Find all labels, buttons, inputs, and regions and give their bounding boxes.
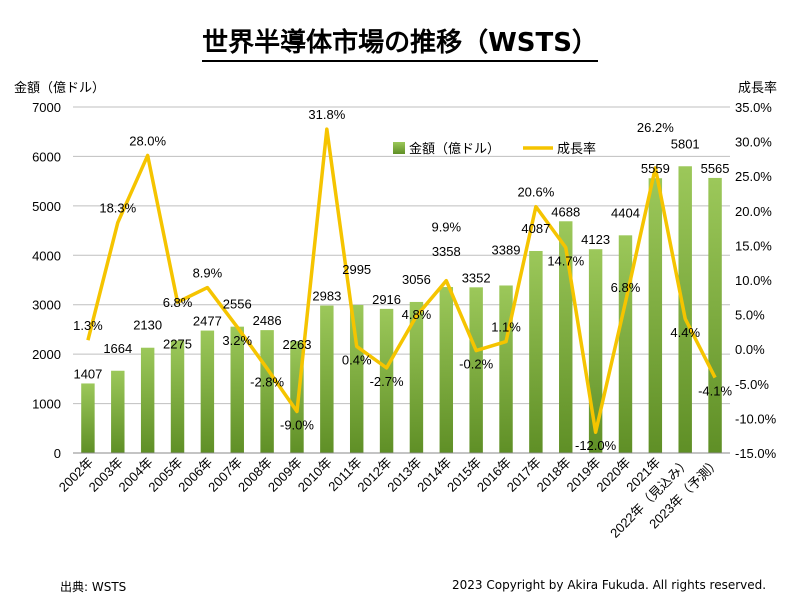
bar <box>678 166 692 453</box>
bar <box>230 326 244 453</box>
y-tick-label-left: 2000 <box>32 347 61 362</box>
line-data-label: 31.8% <box>308 107 345 122</box>
y-tick-label-right: -10.0% <box>735 411 777 426</box>
bar <box>320 305 334 453</box>
bar-data-label: 2477 <box>193 314 222 329</box>
bar <box>469 287 483 453</box>
line-data-label: 0.4% <box>342 352 372 367</box>
y-tick-label-right: 0.0% <box>735 342 765 357</box>
y-axis-label-left: 金額（億ドル） <box>14 80 105 95</box>
bar-data-label: 2916 <box>372 292 401 307</box>
line-data-label: 4.8% <box>402 307 432 322</box>
bar-data-label: 3358 <box>432 244 461 259</box>
line-data-label: 6.8% <box>611 280 641 295</box>
line-data-label: 28.0% <box>129 133 166 148</box>
bar-data-label: 3389 <box>492 242 521 257</box>
y-tick-label-right: 20.0% <box>735 204 772 219</box>
y-tick-label-right: 35.0% <box>735 100 772 115</box>
bar <box>111 370 125 453</box>
y-tick-label-right: 5.0% <box>735 308 765 323</box>
source-note: 出典: WSTS <box>60 580 127 594</box>
y-axis-label-right: 成長率 <box>738 80 777 95</box>
y-tick-label-left: 0 <box>54 446 61 461</box>
legend-swatch-bar <box>393 142 405 154</box>
bar-data-label: 5559 <box>641 161 670 176</box>
line-data-label: 9.9% <box>431 220 461 235</box>
line-data-label: -12.0% <box>575 438 617 453</box>
line-data-label: -2.8% <box>250 375 284 390</box>
line-data-label: 4.4% <box>670 325 700 340</box>
bar-data-label: 2995 <box>342 262 371 277</box>
y-tick-label-left: 5000 <box>32 199 61 214</box>
line-data-label: 1.3% <box>73 318 103 333</box>
line-data-label: 1.1% <box>491 320 521 335</box>
y-tick-label-left: 6000 <box>32 149 61 164</box>
y-tick-label-left: 1000 <box>32 397 61 412</box>
bar-data-label: 2556 <box>223 297 252 312</box>
line-data-label: 18.3% <box>99 201 136 216</box>
line-data-label: 8.9% <box>193 266 223 281</box>
line-data-label: -0.2% <box>459 357 493 372</box>
line-data-label: 14.7% <box>547 253 584 268</box>
bar-data-label: 2486 <box>253 313 282 328</box>
bar-data-label: 1407 <box>73 366 102 381</box>
bar <box>200 330 215 453</box>
line-data-label: -2.7% <box>370 374 404 389</box>
line-data-label: -9.0% <box>280 417 314 432</box>
bar-data-label: 4123 <box>581 232 610 247</box>
bar <box>648 178 663 454</box>
line-data-label: 20.6% <box>517 185 554 200</box>
y-tick-label-right: 25.0% <box>735 169 772 184</box>
growth-line <box>86 127 717 434</box>
bar-data-label: 2983 <box>312 289 341 304</box>
bar <box>349 304 364 453</box>
bar <box>708 177 722 453</box>
copyright-note: 2023 Copyright by Akira Fukuda. All righ… <box>452 578 767 592</box>
line-data-label: 6.8% <box>163 295 193 310</box>
bar <box>439 287 454 453</box>
y-tick-label-left: 3000 <box>32 298 61 313</box>
bar-data-label: 4688 <box>551 204 580 219</box>
bar <box>379 308 394 453</box>
y-tick-label-right: 30.0% <box>735 135 772 150</box>
bar-data-label: 4087 <box>521 221 550 236</box>
y-tick-label-right: 15.0% <box>735 238 772 253</box>
bar-data-label: 2275 <box>163 337 192 352</box>
bar <box>170 340 185 453</box>
bar-data-label: 2263 <box>283 337 312 352</box>
bar-data-label: 5801 <box>671 136 700 151</box>
bar-data-label: 2130 <box>133 318 162 333</box>
bar-data-label: 3352 <box>462 270 491 285</box>
line-data-label: -4.1% <box>698 384 732 399</box>
bar <box>529 250 543 453</box>
bar <box>81 383 95 453</box>
bar <box>260 330 274 453</box>
line-data-label: 26.2% <box>637 120 674 135</box>
bar <box>499 285 513 453</box>
y-tick-label-right: -15.0% <box>735 446 777 461</box>
bar-data-label: 4404 <box>611 205 640 220</box>
x-tick-label: 2010年 <box>295 455 335 495</box>
bar <box>618 235 633 453</box>
bar <box>409 301 424 453</box>
legend-label-bar: 金額（億ドル） <box>409 141 500 156</box>
bar-data-label: 3056 <box>402 272 431 287</box>
y-tick-label-left: 7000 <box>32 100 61 115</box>
y-tick-label-right: 10.0% <box>735 273 772 288</box>
y-tick-label-right: -5.0% <box>735 377 769 392</box>
bar-data-label: 5565 <box>701 161 730 176</box>
line-data-label: 3.2% <box>222 333 252 348</box>
bar-data-label: 1664 <box>103 341 132 356</box>
bar <box>140 347 155 453</box>
legend-label-line: 成長率 <box>557 141 596 156</box>
y-tick-label-left: 4000 <box>32 248 61 263</box>
chart-title: 世界半導体市場の推移（WSTS） <box>0 22 800 62</box>
